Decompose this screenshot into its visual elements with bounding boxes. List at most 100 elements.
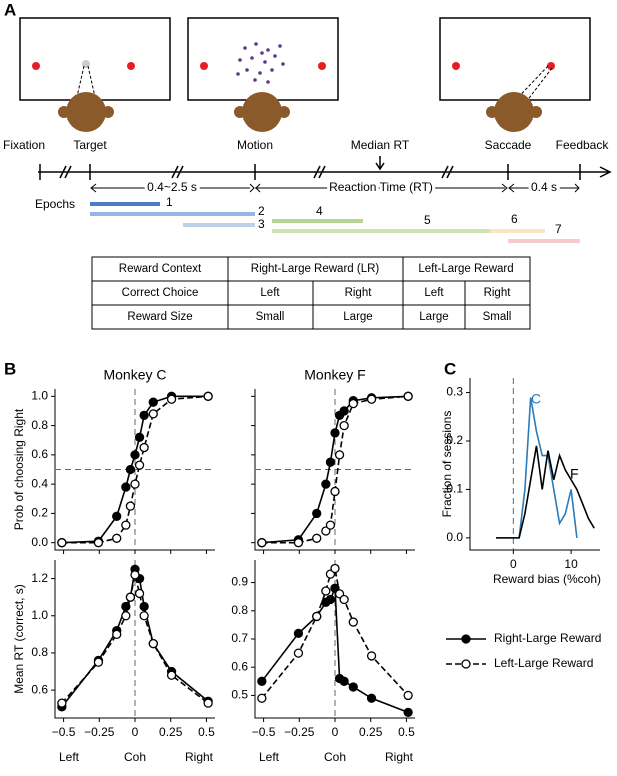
y-tick-label: 0.6 bbox=[31, 447, 48, 461]
y-tick-label: 0.6 bbox=[31, 682, 48, 696]
reward-table bbox=[91, 256, 531, 330]
data-point bbox=[93, 538, 104, 548]
y-tick-label: 0.8 bbox=[31, 418, 48, 432]
interval-label: Reaction Time (RT) bbox=[329, 180, 433, 194]
panel-label: A bbox=[4, 0, 16, 19]
monkeys bbox=[58, 92, 542, 132]
data-point bbox=[139, 442, 149, 453]
data-point bbox=[366, 693, 377, 703]
y-tick-label: 1.0 bbox=[31, 608, 48, 622]
axis-line bbox=[54, 560, 215, 719]
series-label: F bbox=[570, 466, 579, 482]
x-tick-label: 0.25 bbox=[359, 725, 383, 739]
x-axis-label: Left bbox=[259, 750, 280, 764]
table-cell: Correct Choice bbox=[122, 287, 199, 299]
series-line bbox=[496, 445, 595, 539]
epochs-label: Epochs bbox=[35, 197, 75, 211]
x-tick-label: −0.5 bbox=[52, 725, 76, 739]
data-point bbox=[93, 657, 104, 667]
panel-label: B bbox=[4, 359, 16, 378]
data-point bbox=[121, 482, 131, 492]
x-tick-label: 0.5 bbox=[198, 725, 215, 739]
x-axis-label: Reward bias (%coh) bbox=[493, 572, 601, 586]
event-label: Motion bbox=[237, 138, 273, 152]
gaze-lines bbox=[73, 65, 553, 111]
event-label: Saccade bbox=[485, 138, 532, 152]
x-axis-label: Left bbox=[59, 750, 80, 764]
data-point bbox=[203, 391, 213, 401]
epoch-number: 3 bbox=[258, 217, 265, 231]
y-tick-label: 0.0 bbox=[31, 535, 48, 549]
data-point bbox=[325, 520, 336, 530]
data-point bbox=[134, 588, 145, 599]
timeline bbox=[38, 156, 612, 193]
data-point bbox=[139, 410, 149, 420]
data-point bbox=[57, 538, 67, 548]
table-cell: Small bbox=[256, 311, 285, 323]
data-point bbox=[112, 629, 122, 640]
data-point bbox=[403, 391, 413, 401]
event-label: Target bbox=[73, 138, 107, 152]
x-tick-label: −0.25 bbox=[84, 725, 115, 739]
epoch-number: 4 bbox=[316, 204, 323, 218]
x-tick-label: 0.5 bbox=[398, 725, 415, 739]
x-tick-label: 0 bbox=[332, 725, 339, 739]
data-point bbox=[112, 533, 122, 543]
y-tick-label: 0.1 bbox=[446, 482, 463, 496]
table-cell: Large bbox=[343, 311, 372, 323]
data-point bbox=[339, 420, 349, 431]
y-tick-label: 0.8 bbox=[231, 603, 248, 617]
data-point bbox=[125, 501, 136, 511]
event-label: Feedback bbox=[556, 138, 610, 152]
data-point bbox=[334, 450, 345, 460]
data-point bbox=[348, 617, 358, 627]
data-point bbox=[339, 406, 349, 416]
epoch-number: 5 bbox=[424, 213, 431, 227]
data-point bbox=[57, 698, 67, 708]
table-cell: Left-Large Reward bbox=[418, 263, 513, 275]
data-point bbox=[134, 432, 145, 442]
panel-label: C bbox=[444, 359, 456, 378]
data-point bbox=[148, 409, 158, 419]
targets bbox=[32, 62, 555, 70]
data-point bbox=[312, 533, 322, 543]
x-axis-label: Right bbox=[385, 750, 414, 764]
y-axis-label: Mean RT (correct, s) bbox=[12, 584, 26, 694]
data-point bbox=[257, 538, 267, 548]
data-point bbox=[112, 511, 122, 521]
y-tick-label: 0.2 bbox=[31, 506, 48, 520]
y-tick-label: 0.0 bbox=[446, 530, 463, 544]
axis-line bbox=[54, 389, 215, 551]
table-cell: Small bbox=[483, 311, 512, 323]
axis-line bbox=[254, 389, 415, 551]
data-point bbox=[130, 479, 140, 489]
data-point bbox=[121, 520, 131, 530]
y-tick-label: 0.2 bbox=[446, 433, 463, 447]
motion-dots bbox=[236, 42, 285, 84]
data-point bbox=[125, 464, 136, 475]
y-tick-label: 0.7 bbox=[231, 631, 248, 645]
legend-label: Right-Large Reward bbox=[494, 631, 601, 645]
epoch-number: 1 bbox=[166, 195, 173, 209]
y-tick-label: 0.6 bbox=[231, 659, 248, 673]
y-tick-label: 0.3 bbox=[446, 385, 463, 399]
x-axis-label: Coh bbox=[124, 750, 146, 764]
table-cell: Right bbox=[345, 287, 373, 299]
epoch-bars bbox=[90, 202, 580, 243]
data-point bbox=[403, 690, 413, 701]
table-cell: Large bbox=[419, 311, 448, 323]
y-tick-label: 1.2 bbox=[31, 571, 48, 585]
data-point bbox=[339, 676, 349, 686]
data-point bbox=[257, 676, 267, 686]
epoch-number: 2 bbox=[258, 204, 265, 218]
series-line bbox=[61, 566, 209, 708]
x-axis-label: Coh bbox=[324, 750, 346, 764]
y-tick-label: 0.9 bbox=[231, 575, 248, 589]
data-point bbox=[312, 508, 322, 519]
table-cell: Reward Size bbox=[127, 311, 192, 323]
axis-line bbox=[254, 560, 415, 719]
data-point bbox=[293, 648, 304, 658]
series-line bbox=[261, 566, 409, 699]
x-tick-label: 0 bbox=[132, 725, 139, 739]
